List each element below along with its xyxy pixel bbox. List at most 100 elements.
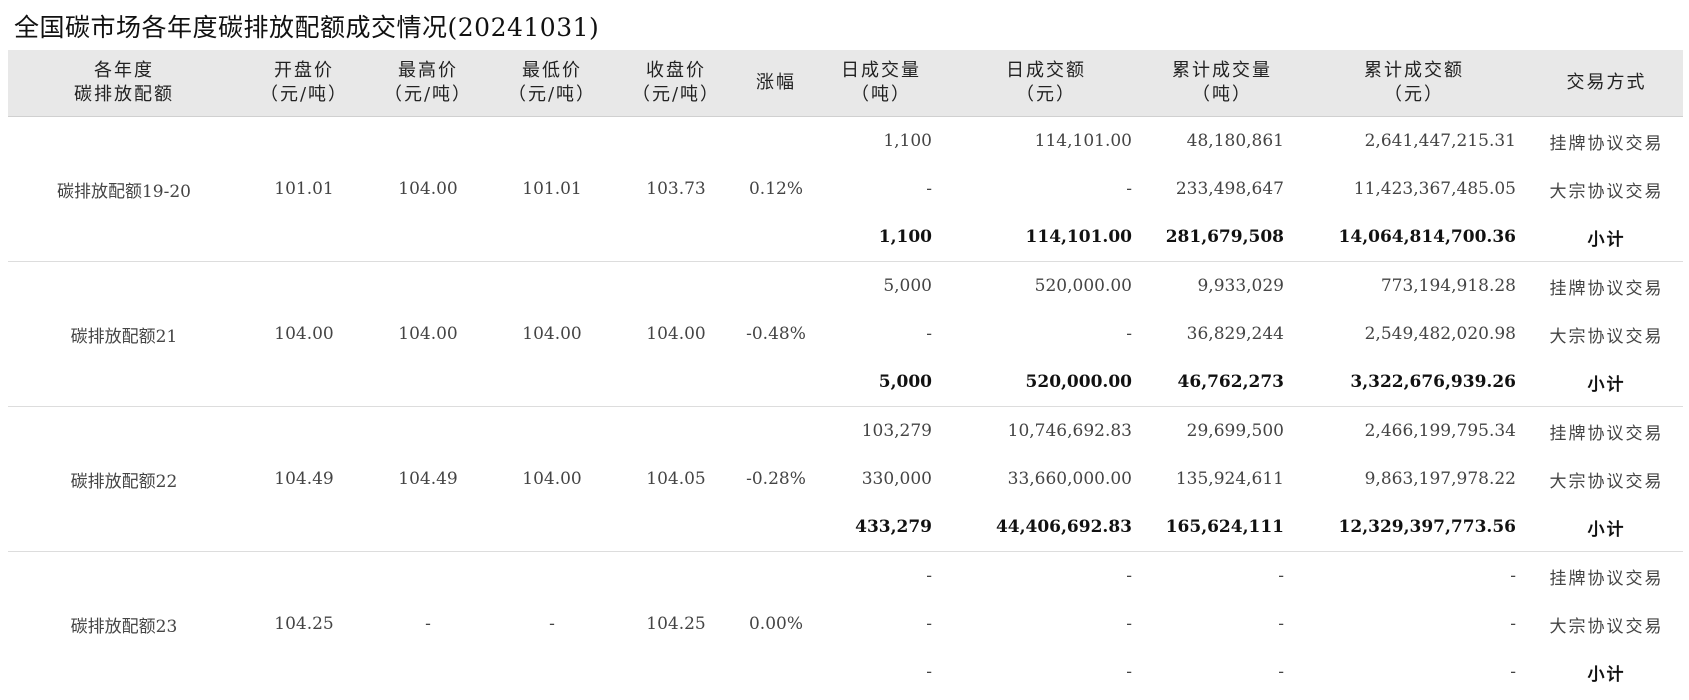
daily-volume: - <box>926 566 932 586</box>
header-text: 日成交量 <box>841 60 921 81</box>
header-daily-amount: 日成交额 （元） <box>946 50 1146 116</box>
daily-volume-subtotal: 5,000 <box>878 372 932 392</box>
cumulative-volume: 48,180,861 <box>1186 131 1284 151</box>
high-price: 104.00 <box>398 324 458 344</box>
trade-method: 大宗协议交易 <box>1549 616 1664 637</box>
header-unit: （元/吨） <box>383 84 473 105</box>
header-text: 交易方式 <box>1566 72 1647 93</box>
page-title: 全国碳市场各年度碳排放配额成交情况(20241031) <box>14 13 600 42</box>
trade-method-cells: 挂牌协议交易 大宗协议交易 小计 <box>1530 117 1683 261</box>
low-price: - <box>549 614 555 634</box>
low-price: 104.00 <box>522 469 582 489</box>
daily-volume: 1,100 <box>883 131 932 151</box>
daily-volume: - <box>926 614 932 634</box>
daily-volume-cells: - - - <box>816 552 946 696</box>
daily-volume: 330,000 <box>861 469 932 489</box>
open-price: 104.49 <box>274 469 334 489</box>
table-row-group: 碳排放配额21 104.00 104.00 104.00 104.00 -0.4… <box>8 262 1683 407</box>
trade-method: 挂牌协议交易 <box>1549 568 1664 589</box>
open-price: 104.25 <box>274 614 334 634</box>
header-unit: （元/吨） <box>259 84 349 105</box>
daily-volume: 103,279 <box>861 421 932 441</box>
trade-method-subtotal: 小计 <box>1587 664 1626 685</box>
trade-method-subtotal: 小计 <box>1587 374 1626 395</box>
cumulative-volume: 36,829,244 <box>1186 324 1284 344</box>
header-high: 最高价 （元/吨） <box>368 50 488 116</box>
allowance-name: 碳排放配额23 <box>70 616 178 637</box>
cumulative-amount-subtotal: 12,329,397,773.56 <box>1338 517 1516 537</box>
high-price: 104.49 <box>398 469 458 489</box>
daily-amount: 114,101.00 <box>1034 131 1132 151</box>
trade-method-cells: 挂牌协议交易 大宗协议交易 小计 <box>1530 407 1683 551</box>
header-low: 最低价 （元/吨） <box>488 50 616 116</box>
daily-amount-subtotal: 520,000.00 <box>1025 372 1132 392</box>
cumulative-volume: 135,924,611 <box>1175 469 1284 489</box>
header-text: 碳排放配额 <box>74 84 174 105</box>
daily-amount: - <box>1126 566 1132 586</box>
cumulative-amount-cells: 773,194,918.28 2,549,482,020.98 3,322,67… <box>1298 262 1530 406</box>
cumulative-amount: - <box>1510 614 1516 634</box>
price-change: 0.00% <box>748 614 803 634</box>
header-text: 各年度 <box>94 60 154 81</box>
daily-amount: 33,660,000.00 <box>1007 469 1132 489</box>
daily-amount-subtotal: 114,101.00 <box>1025 227 1132 247</box>
daily-volume-cells: 5,000 - 5,000 <box>816 262 946 406</box>
cumulative-volume: - <box>1278 566 1284 586</box>
cumulative-volume-cells: - - - <box>1146 552 1298 696</box>
header-allowance: 各年度 碳排放配额 <box>8 50 240 116</box>
cumulative-amount: 773,194,918.28 <box>1380 276 1516 296</box>
cumulative-amount: 2,549,482,020.98 <box>1364 324 1516 344</box>
open-price: 101.01 <box>274 179 334 199</box>
close-price: 104.25 <box>646 614 706 634</box>
header-text: 最高价 <box>398 60 458 81</box>
low-price: 104.00 <box>522 324 582 344</box>
cumulative-volume: 9,933,029 <box>1197 276 1284 296</box>
header-unit: （吨） <box>1192 84 1252 105</box>
high-price: 104.00 <box>398 179 458 199</box>
cumulative-amount: - <box>1510 566 1516 586</box>
allowance-name: 碳排放配额22 <box>70 471 178 492</box>
cumulative-volume: 29,699,500 <box>1186 421 1284 441</box>
daily-volume-subtotal: 433,279 <box>855 517 932 537</box>
daily-amount: 520,000.00 <box>1034 276 1132 296</box>
close-price: 103.73 <box>646 179 706 199</box>
header-cumulative-amount: 累计成交额 （元） <box>1298 50 1530 116</box>
daily-amount-subtotal: - <box>1126 662 1132 682</box>
daily-volume: - <box>926 324 932 344</box>
header-unit: （元） <box>1016 84 1076 105</box>
table-row-group: 碳排放配额19-20 101.01 104.00 101.01 103.73 0… <box>8 117 1683 262</box>
trade-method: 大宗协议交易 <box>1549 471 1664 492</box>
allowance-name: 碳排放配额19-20 <box>56 181 191 202</box>
cumulative-amount-subtotal: - <box>1510 662 1516 682</box>
trade-method-subtotal: 小计 <box>1587 229 1626 250</box>
header-open: 开盘价 （元/吨） <box>240 50 368 116</box>
low-price: 101.01 <box>522 179 582 199</box>
cumulative-amount-cells: 2,466,199,795.34 9,863,197,978.22 12,329… <box>1298 407 1530 551</box>
header-unit: （元/吨） <box>507 84 597 105</box>
close-price: 104.00 <box>646 324 706 344</box>
daily-amount-cells: 114,101.00 - 114,101.00 <box>946 117 1146 261</box>
header-cumulative-volume: 累计成交量 （吨） <box>1146 50 1298 116</box>
price-change: -0.28% <box>746 469 806 489</box>
cumulative-amount: 2,641,447,215.31 <box>1364 131 1516 151</box>
cumulative-volume-cells: 48,180,861 233,498,647 281,679,508 <box>1146 117 1298 261</box>
daily-amount: - <box>1126 179 1132 199</box>
price-change: 0.12% <box>748 179 803 199</box>
cumulative-amount-subtotal: 14,064,814,700.36 <box>1338 227 1516 247</box>
trading-table: 各年度 碳排放配额 开盘价 （元/吨） 最高价 （元/吨） 最低价 （元/吨） … <box>8 50 1683 696</box>
daily-volume-cells: 103,279 330,000 433,279 <box>816 407 946 551</box>
daily-amount-cells: 520,000.00 - 520,000.00 <box>946 262 1146 406</box>
cumulative-volume-subtotal: 165,624,111 <box>1165 517 1284 537</box>
header-text: 涨幅 <box>756 72 796 93</box>
header-text: 最低价 <box>522 60 582 81</box>
table-row-group: 碳排放配额23 104.25 - - 104.25 0.00% - - - - … <box>8 552 1683 696</box>
header-text: 日成交额 <box>1006 60 1086 81</box>
daily-amount: - <box>1126 324 1132 344</box>
table-row-group: 碳排放配额22 104.49 104.49 104.00 104.05 -0.2… <box>8 407 1683 552</box>
daily-volume-subtotal: 1,100 <box>878 227 932 247</box>
cumulative-volume-subtotal: - <box>1278 662 1284 682</box>
header-unit: （元） <box>1384 84 1444 105</box>
trade-method: 大宗协议交易 <box>1549 326 1664 347</box>
close-price: 104.05 <box>646 469 706 489</box>
